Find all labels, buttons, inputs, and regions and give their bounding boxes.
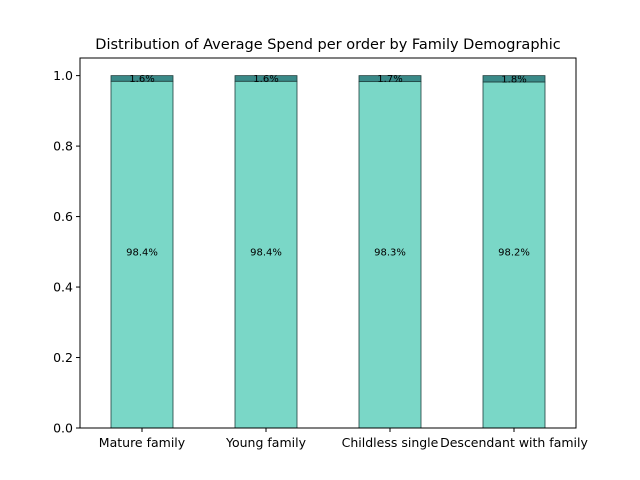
- bar-segment: [234, 75, 298, 82]
- x-tick-label: Childless single: [342, 435, 439, 450]
- data-label: 1.7%: [377, 74, 402, 85]
- data-label: 98.4%: [250, 247, 282, 258]
- y-tick-label: 0.0: [53, 421, 73, 436]
- axes-frame: [79, 57, 577, 429]
- bar-segment: [110, 75, 174, 82]
- bar-segment: [358, 75, 422, 83]
- y-tick-label: 0.4: [53, 280, 73, 295]
- y-tick-label: 0.6: [53, 209, 73, 224]
- data-label: 1.8%: [501, 74, 526, 85]
- chart-title: Distribution of Average Spend per order …: [95, 37, 560, 53]
- y-tick-label: 0.2: [53, 350, 73, 365]
- plot-area: 0.0 0.2 0.4 0.6 0.8 1.0 98.4% 1.6% Mature family…: [53, 68, 588, 450]
- bar-segment: [358, 81, 422, 429]
- bar-segment: [482, 81, 546, 429]
- bar-segment: [482, 75, 546, 83]
- data-label: 98.3%: [374, 247, 406, 258]
- data-label: 98.2%: [498, 247, 530, 258]
- x-tick-label: Descendant with family: [440, 435, 588, 450]
- y-tick-label: 0.8: [53, 139, 73, 154]
- x-tick-label: Mature family: [99, 435, 186, 450]
- data-label: 98.4%: [126, 247, 158, 258]
- x-tick-label: Young family: [225, 435, 307, 450]
- data-label: 1.6%: [129, 74, 154, 85]
- data-label: 1.6%: [253, 74, 278, 85]
- y-tick-label: 1.0: [53, 68, 73, 83]
- bar-segment: [234, 80, 298, 429]
